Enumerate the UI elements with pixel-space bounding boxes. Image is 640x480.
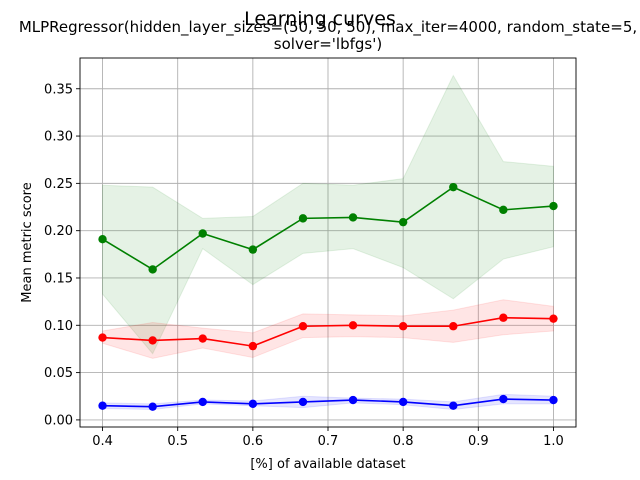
series-2-point <box>248 341 258 351</box>
y-tick-label: 0.20 <box>44 224 73 239</box>
x-axis-label: [%] of available dataset <box>250 457 405 472</box>
series-points <box>98 182 558 411</box>
y-tick-label: 0.25 <box>44 177 73 192</box>
series-3-point <box>398 397 408 407</box>
x-tick-label: 0.9 <box>468 434 489 449</box>
x-tick-label: 0.6 <box>243 434 264 449</box>
series-1-point <box>298 214 308 223</box>
series-1-point <box>148 265 157 274</box>
series-1-point <box>98 234 107 244</box>
chart-suptitle: Learning curves <box>244 8 396 30</box>
chart-title-line-1: MLPRegressor(hidden_layer_sizes=(50, 50,… <box>19 18 637 37</box>
series-1-point <box>348 213 358 222</box>
series-2-point <box>98 333 107 342</box>
series-3-point <box>298 397 308 407</box>
series-3-point <box>148 402 157 411</box>
y-tick-label: 0.05 <box>44 366 73 381</box>
y-tick-label: 0.00 <box>44 413 73 428</box>
series-lines <box>102 186 554 408</box>
series-2-point <box>549 314 558 323</box>
series-3-point <box>248 399 258 409</box>
series-1-band <box>102 74 554 355</box>
series-1-point <box>549 201 558 211</box>
series-3-point <box>549 395 558 405</box>
x-axis-ticks: 0.4 0.5 0.6 0.7 0.8 0.9 1.0 <box>92 427 564 449</box>
series-3-point <box>198 397 207 407</box>
chart-title-line-2: solver='lbfgs') <box>274 35 382 53</box>
y-tick-label: 0.35 <box>44 82 73 97</box>
series-3-point <box>348 395 358 405</box>
series-2-point <box>298 322 308 331</box>
series-1-line <box>102 186 554 271</box>
x-tick-label: 0.8 <box>393 434 414 449</box>
series-3-point <box>499 394 508 404</box>
series-1-point <box>248 245 258 254</box>
y-axis-ticks: 0.00 0.05 0.10 0.15 0.20 0.25 0.30 0.35 <box>44 82 80 428</box>
x-tick-label: 1.0 <box>543 434 564 449</box>
x-tick-label: 0.7 <box>318 434 339 449</box>
series-3-line <box>102 398 554 408</box>
x-tick-label: 0.4 <box>92 434 113 449</box>
series-3-point <box>98 401 107 410</box>
y-axis-label: Mean metric score <box>20 182 35 302</box>
series-3-point <box>449 401 458 410</box>
series-2-point <box>449 322 458 331</box>
series-1-point <box>198 229 207 238</box>
series-2-point <box>398 322 408 331</box>
y-tick-label: 0.10 <box>44 319 73 334</box>
series-2-point <box>148 336 157 345</box>
x-tick-label: 0.5 <box>167 434 188 449</box>
series-2-band <box>102 299 554 359</box>
series-1-point <box>449 182 458 192</box>
confidence-bands <box>102 74 554 410</box>
series-2-point <box>348 321 358 330</box>
series-1-point <box>398 217 408 227</box>
series-2-point <box>198 334 207 343</box>
series-2-point <box>499 313 508 322</box>
series-2-line <box>102 316 554 347</box>
y-tick-label: 0.15 <box>44 271 73 286</box>
series-1-point <box>499 205 508 215</box>
y-tick-label: 0.30 <box>44 130 73 145</box>
